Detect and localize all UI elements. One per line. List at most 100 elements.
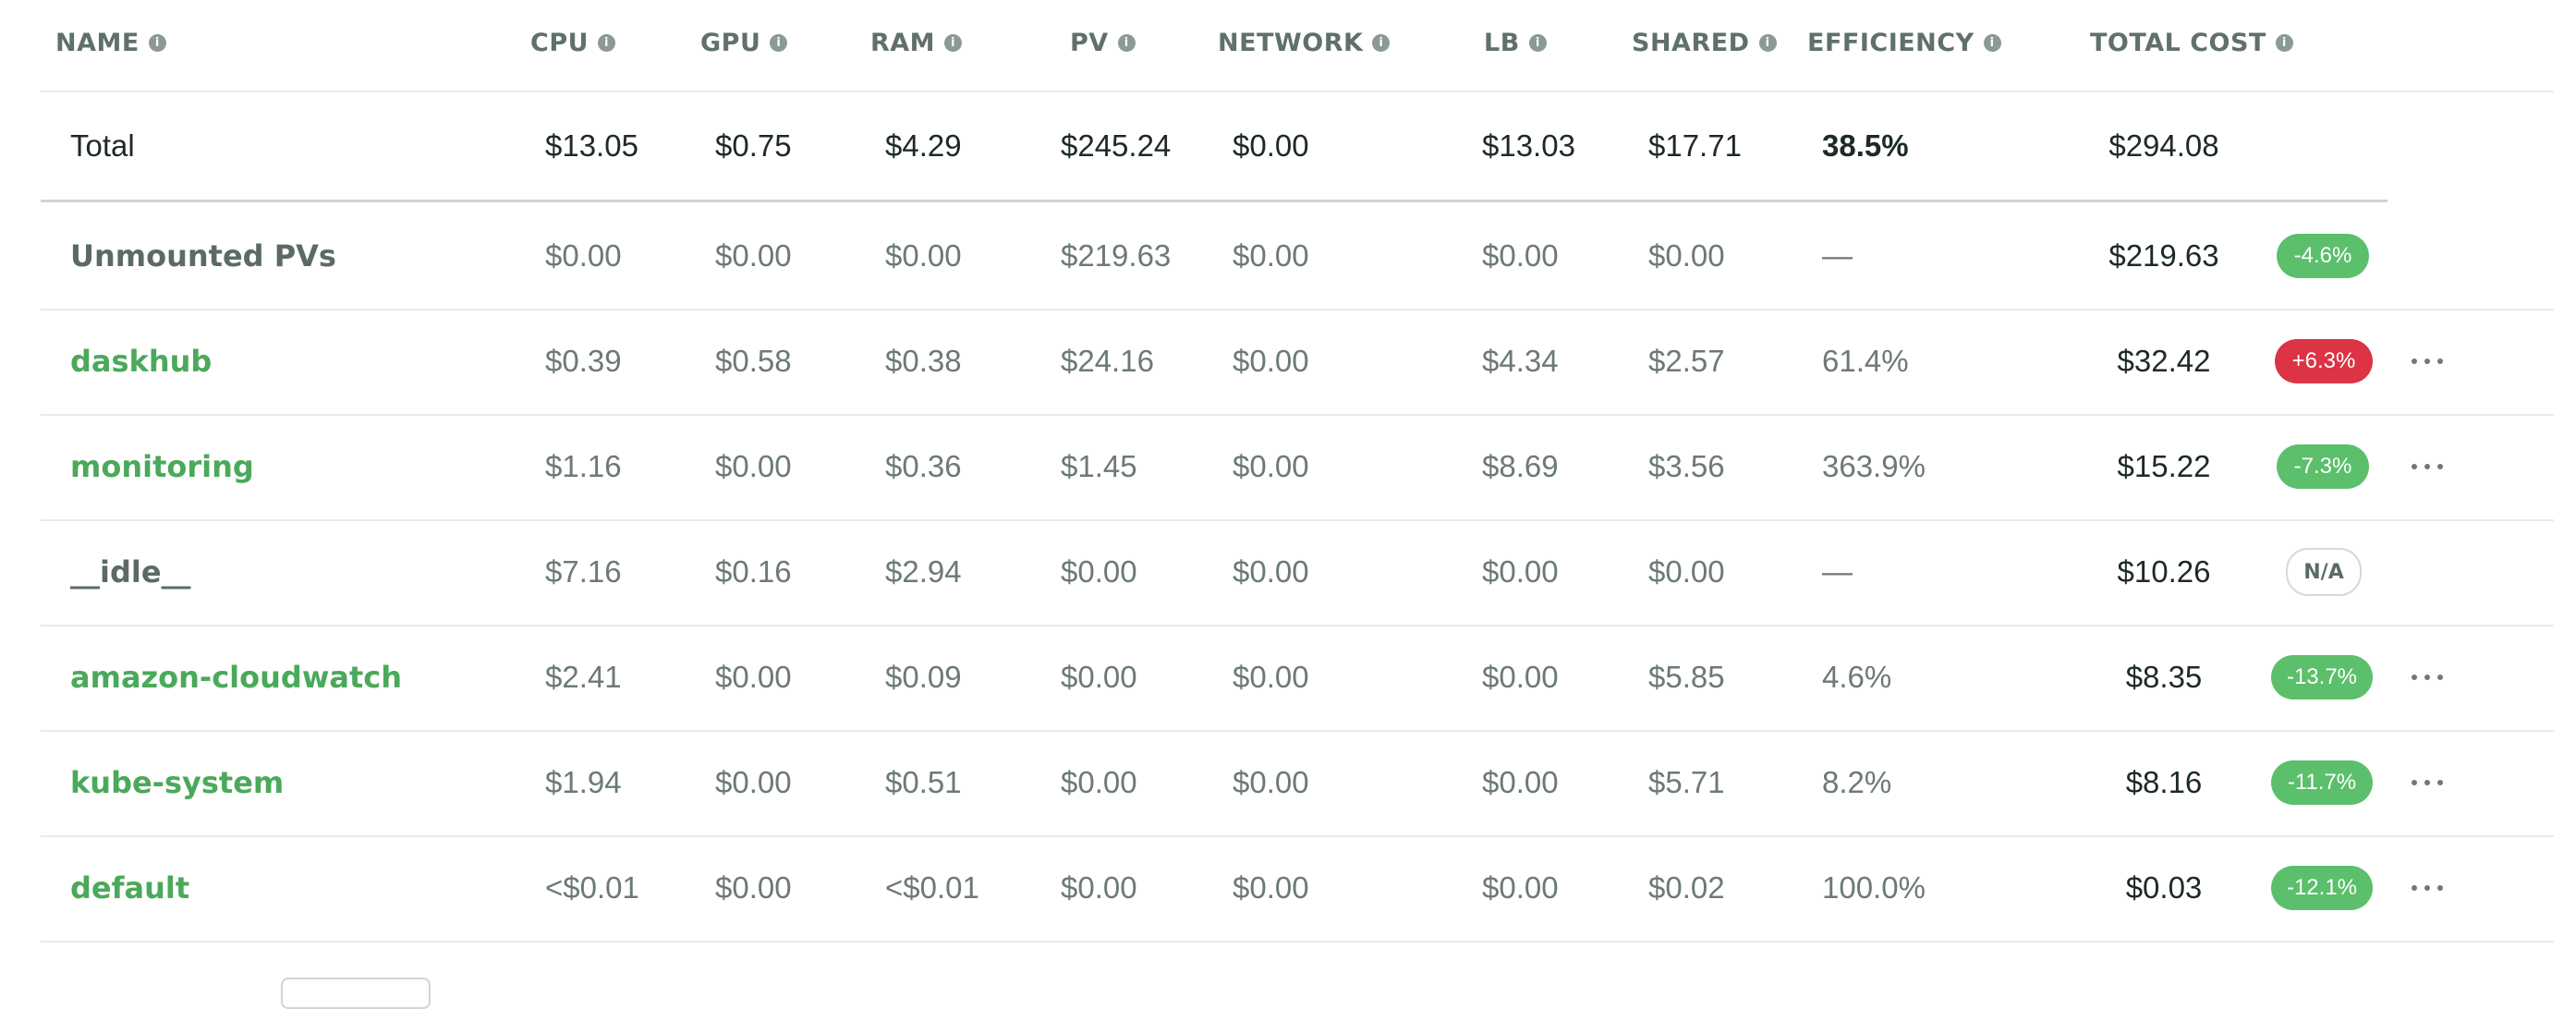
table-row: monitoring $1.16 $0.00 $0.36 $1.45 $0.00 $8.69… [41,414,2554,521]
dot [2412,780,2417,785]
more-horizontal-icon[interactable] [2412,352,2443,371]
cell-total-cost: $10.26 [2117,554,2211,589]
cell-cpu: <$0.01 [545,870,639,905]
header-lb[interactable]: LB i [1484,24,1547,61]
info-icon[interactable]: i [1528,33,1547,52]
info-icon[interactable]: i [148,33,166,52]
table-row: Unmounted PVs $0.00 $0.00 $0.00 $219.63 $0.00… [41,203,2554,310]
cell-network: $0.00 [1233,344,1309,378]
cell-efficiency: 363.9% [1822,449,1926,483]
cell-total-cost: $8.35 [2125,660,2203,694]
table-row: kube-system $1.94 $0.00 $0.51 $0.00 $0.00 $0.0… [41,730,2554,837]
cell-network: $0.00 [1233,554,1309,589]
dot [2412,885,2417,891]
more-horizontal-icon[interactable] [2412,773,2443,792]
cell-lb: $4.34 [1482,344,1559,378]
cell-ram: $0.00 [885,238,962,273]
header-name[interactable]: NAME i [55,24,166,61]
cell-network: $0.00 [1233,449,1309,483]
cell-ram: $0.51 [885,765,962,799]
header-ram[interactable]: RAM i [870,24,963,61]
dot [2424,675,2430,680]
dot [2437,780,2443,785]
cell-shared: $0.00 [1648,238,1725,273]
cell-gpu: $0.58 [715,344,792,378]
cell-pv: $1.45 [1061,449,1137,483]
cell-efficiency: 100.0% [1822,870,1926,905]
cell-efficiency: — [1822,238,1853,273]
cell-gpu: $0.00 [715,870,792,905]
total-row: Total $13.05 $0.75 $4.29 $245.24 $0.00 $… [41,92,2388,202]
cell-efficiency: 61.4% [1822,344,1909,378]
cost-change-badge: -7.3% [2277,444,2369,489]
info-icon[interactable]: i [1758,33,1777,52]
cell-network: $0.00 [1233,238,1309,273]
header-shared[interactable]: SHARED i [1632,24,1777,61]
cost-change-badge: N/A [2286,548,2362,596]
header-pv[interactable]: PV i [1070,24,1136,61]
cell-lb: $0.00 [1482,870,1559,905]
header-gpu[interactable]: GPU i [700,24,788,61]
cell-ram: <$0.01 [885,870,979,905]
row-name-kube-system[interactable]: kube-system [70,765,285,800]
cell-pv: $0.00 [1061,765,1137,799]
cell-ram: $2.94 [885,554,962,589]
dot [2412,464,2417,469]
cell-total-cost: $32.42 [2117,344,2211,378]
cell-lb: $0.00 [1482,765,1559,799]
header-efficiency[interactable]: EFFICIENCY i [1807,24,2001,61]
row-name-idle: __idle__ [70,554,191,590]
cost-change-badge: +6.3% [2275,339,2373,383]
info-icon[interactable]: i [944,33,963,52]
total-total-cost: $294.08 [2108,128,2219,163]
dot [2424,359,2430,364]
header-total-cost[interactable]: TOTAL COST i [2090,24,2293,61]
cell-ram: $0.38 [885,344,962,378]
cell-ram: $0.36 [885,449,962,483]
dot [2424,464,2430,469]
cell-lb: $0.00 [1482,660,1559,694]
row-name-amazon-cloudwatch[interactable]: amazon-cloudwatch [70,660,403,695]
cell-efficiency: 4.6% [1822,660,1892,694]
info-icon[interactable]: i [770,33,788,52]
cell-total-cost: $15.22 [2117,449,2211,483]
dot [2437,885,2443,891]
total-cpu: $13.05 [545,128,638,163]
info-icon[interactable]: i [2275,33,2293,52]
table-row: amazon-cloudwatch $2.41 $0.00 $0.09 $0.00 $0.… [41,625,2554,732]
cell-cpu: $0.39 [545,344,622,378]
cell-cpu: $0.00 [545,238,622,273]
rows-per-page-select[interactable] [281,978,431,1009]
total-label: Total [70,128,135,163]
info-icon[interactable]: i [1117,33,1136,52]
more-horizontal-icon[interactable] [2412,879,2443,897]
cell-lb: $0.00 [1482,238,1559,273]
total-shared: $17.71 [1648,128,1742,163]
total-efficiency: 38.5% [1822,128,1909,163]
table-row: __idle__ $7.16 $0.16 $2.94 $0.00 $0.00 $0.00 $0… [41,519,2554,626]
row-name-monitoring[interactable]: monitoring [70,449,254,484]
more-horizontal-icon[interactable] [2412,457,2443,476]
more-horizontal-icon[interactable] [2412,668,2443,687]
cell-cpu: $7.16 [545,554,622,589]
dot [2437,464,2443,469]
info-icon[interactable]: i [598,33,616,52]
cell-network: $0.00 [1233,870,1309,905]
cell-network: $0.00 [1233,765,1309,799]
cell-cpu: $1.16 [545,449,622,483]
cell-pv: $0.00 [1061,870,1137,905]
info-icon[interactable]: i [1983,33,2001,52]
row-name-daskhub[interactable]: daskhub [70,344,213,379]
total-pv: $245.24 [1061,128,1172,163]
cell-cpu: $2.41 [545,660,622,694]
dot [2412,675,2417,680]
cell-gpu: $0.16 [715,554,792,589]
header-cpu[interactable]: CPU i [530,24,616,61]
header-network[interactable]: NETWORK i [1218,24,1391,61]
table-row: default <$0.01 $0.00 <$0.01 $0.00 $0.00 $0.00 $… [41,835,2554,942]
info-icon[interactable]: i [1372,33,1391,52]
cell-pv: $0.00 [1061,660,1137,694]
row-name-default[interactable]: default [70,870,190,906]
cell-gpu: $0.00 [715,660,792,694]
cell-lb: $0.00 [1482,554,1559,589]
